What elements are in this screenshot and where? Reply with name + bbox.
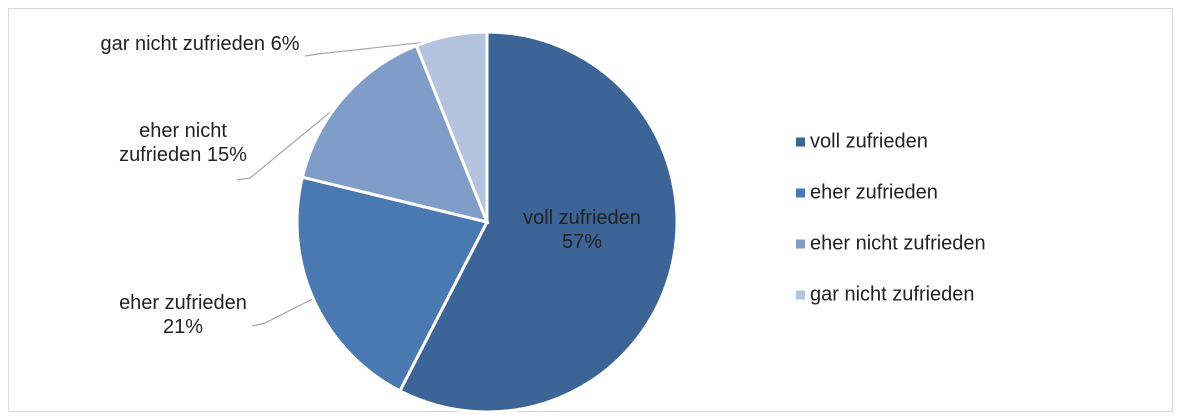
legend-label: voll zufrieden (810, 130, 928, 152)
data-label-value: 21% (162, 316, 204, 338)
data-label: eher nicht zufrieden 15% (111, 119, 256, 167)
data-label-category: gar nicht zufrieden (100, 33, 266, 55)
data-label-value: 57% (561, 231, 603, 253)
legend-swatch (796, 239, 805, 249)
data-label: voll zufrieden 57% (482, 206, 682, 254)
legend-swatch (796, 290, 805, 300)
data-label-category: voll zufrieden (523, 207, 641, 229)
data-label-value: 6% (270, 33, 300, 55)
data-label-value: 15% (206, 144, 247, 166)
legend-label: eher zufrieden (810, 181, 938, 203)
pie-slice (300, 43, 490, 225)
legend-swatch (796, 188, 805, 198)
pie-slice (414, 30, 489, 223)
data-label: eher zufrieden 21% (83, 291, 283, 339)
legend-label: eher nicht zufrieden (810, 232, 986, 254)
data-label: gar nicht zufrieden 6% (50, 32, 350, 56)
data-label-category: eher nicht zufrieden (119, 120, 227, 166)
chart-border (8, 8, 1173, 412)
leader-line (236, 99, 346, 181)
legend-label: gar nicht zufrieden (810, 283, 975, 305)
pie-slice (295, 175, 490, 393)
leader-line (304, 39, 446, 57)
legend-swatch (796, 137, 805, 147)
pie-slice (397, 30, 679, 414)
data-label-category: eher zufrieden (119, 292, 247, 314)
